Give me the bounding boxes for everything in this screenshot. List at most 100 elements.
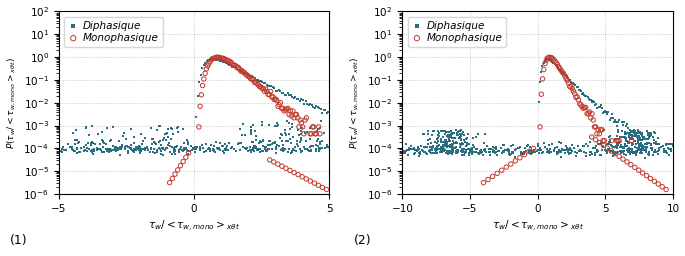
Diphasique xyxy=(99,150,110,154)
Diphasique xyxy=(294,133,305,137)
Diphasique xyxy=(636,131,647,135)
Monophasique xyxy=(288,170,299,175)
Diphasique xyxy=(92,132,103,136)
Diphasique xyxy=(431,146,442,150)
Diphasique xyxy=(628,150,639,154)
Diphasique xyxy=(633,144,644,148)
Diphasique xyxy=(566,148,577,153)
Diphasique xyxy=(447,139,458,143)
Diphasique xyxy=(441,141,452,145)
Diphasique xyxy=(460,150,471,154)
Diphasique xyxy=(56,146,67,151)
Diphasique xyxy=(635,147,646,152)
Diphasique xyxy=(617,123,628,127)
Diphasique xyxy=(553,151,564,155)
Monophasique xyxy=(239,71,250,75)
Diphasique xyxy=(317,146,328,150)
Diphasique xyxy=(235,141,246,145)
Diphasique xyxy=(442,151,453,155)
Diphasique xyxy=(503,150,514,154)
Diphasique xyxy=(630,153,641,157)
Diphasique xyxy=(177,127,188,132)
Monophasique xyxy=(543,55,554,59)
Diphasique xyxy=(234,148,245,152)
Diphasique xyxy=(223,62,234,66)
Diphasique xyxy=(421,145,432,149)
Diphasique xyxy=(114,139,125,143)
Diphasique xyxy=(610,118,621,122)
Diphasique xyxy=(627,137,638,141)
Diphasique xyxy=(190,146,201,150)
Diphasique xyxy=(604,118,615,122)
Diphasique xyxy=(123,148,134,153)
Diphasique xyxy=(480,150,491,154)
Diphasique xyxy=(619,146,630,150)
Diphasique xyxy=(619,135,630,139)
Diphasique xyxy=(611,120,622,124)
Diphasique xyxy=(599,109,610,113)
Diphasique xyxy=(507,151,518,155)
Diphasique xyxy=(443,130,454,134)
Diphasique xyxy=(509,148,520,152)
Diphasique xyxy=(636,141,647,145)
Diphasique xyxy=(607,149,618,153)
Diphasique xyxy=(634,135,645,139)
Diphasique xyxy=(310,106,321,110)
Diphasique xyxy=(310,149,321,153)
Diphasique xyxy=(636,132,647,136)
Diphasique xyxy=(441,143,452,147)
Diphasique xyxy=(458,130,469,134)
Diphasique xyxy=(445,133,456,137)
Diphasique xyxy=(426,148,437,152)
Diphasique xyxy=(261,148,272,152)
Diphasique xyxy=(577,90,588,94)
Diphasique xyxy=(460,148,471,152)
Diphasique xyxy=(539,59,550,63)
Diphasique xyxy=(444,151,455,155)
Diphasique xyxy=(126,143,137,147)
Diphasique xyxy=(151,127,162,132)
Monophasique xyxy=(626,138,637,143)
Diphasique xyxy=(458,147,469,152)
Diphasique xyxy=(218,151,229,155)
Diphasique xyxy=(199,150,210,154)
Diphasique xyxy=(453,148,464,152)
Diphasique xyxy=(637,137,648,141)
Diphasique xyxy=(319,131,329,135)
Diphasique xyxy=(247,123,258,127)
Diphasique xyxy=(621,132,632,136)
Monophasique xyxy=(594,132,605,136)
Monophasique xyxy=(305,179,316,183)
Diphasique xyxy=(462,132,473,136)
Diphasique xyxy=(503,150,514,154)
Diphasique xyxy=(625,129,636,133)
Diphasique xyxy=(610,137,621,141)
Monophasique xyxy=(242,74,253,78)
Monophasique xyxy=(313,125,324,129)
Monophasique xyxy=(260,87,271,91)
Diphasique xyxy=(642,141,653,145)
Diphasique xyxy=(315,119,326,123)
Diphasique xyxy=(617,150,628,154)
Monophasique xyxy=(291,112,302,116)
Diphasique xyxy=(562,146,573,151)
Diphasique xyxy=(434,134,445,138)
Diphasique xyxy=(295,137,306,142)
Diphasique xyxy=(210,58,221,62)
Diphasique xyxy=(560,151,571,155)
Diphasique xyxy=(650,150,661,154)
Diphasique xyxy=(271,145,282,149)
Diphasique xyxy=(299,145,310,149)
Diphasique xyxy=(288,147,299,151)
Diphasique xyxy=(79,148,90,152)
Diphasique xyxy=(269,86,280,90)
Diphasique xyxy=(146,147,157,151)
Diphasique xyxy=(321,145,332,149)
Diphasique xyxy=(555,149,566,153)
Diphasique xyxy=(286,150,297,154)
Diphasique xyxy=(636,145,647,149)
Monophasique xyxy=(222,58,233,62)
Monophasique xyxy=(277,106,288,110)
Diphasique xyxy=(203,147,214,151)
Diphasique xyxy=(247,148,258,152)
